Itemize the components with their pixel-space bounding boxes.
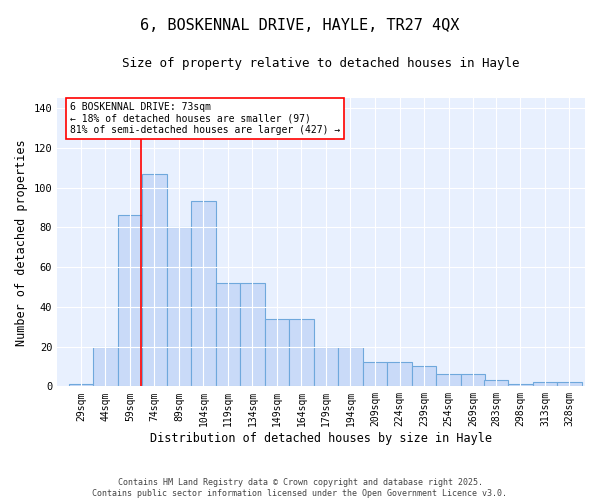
Bar [387,362,412,386]
Bar [363,362,387,386]
Bar [68,384,93,386]
Bar [533,382,557,386]
Bar [314,346,338,387]
Bar [461,374,485,386]
Bar [338,346,363,387]
Bar [289,318,314,386]
Bar [167,228,191,386]
Text: 6 BOSKENNAL DRIVE: 73sqm
← 18% of detached houses are smaller (97)
81% of semi-d: 6 BOSKENNAL DRIVE: 73sqm ← 18% of detach… [70,102,340,135]
Bar [142,174,167,386]
Bar [215,283,240,387]
Bar [557,382,582,386]
Bar [240,283,265,387]
Bar [265,318,289,386]
Bar [484,380,508,386]
Bar [118,216,142,386]
Bar [412,366,436,386]
Y-axis label: Number of detached properties: Number of detached properties [15,139,28,346]
Bar [191,202,215,386]
X-axis label: Distribution of detached houses by size in Hayle: Distribution of detached houses by size … [150,432,492,445]
Text: Contains HM Land Registry data © Crown copyright and database right 2025.
Contai: Contains HM Land Registry data © Crown c… [92,478,508,498]
Text: 6, BOSKENNAL DRIVE, HAYLE, TR27 4QX: 6, BOSKENNAL DRIVE, HAYLE, TR27 4QX [140,18,460,32]
Title: Size of property relative to detached houses in Hayle: Size of property relative to detached ho… [122,58,520,70]
Bar [436,374,461,386]
Bar [508,384,533,386]
Bar [93,346,118,387]
